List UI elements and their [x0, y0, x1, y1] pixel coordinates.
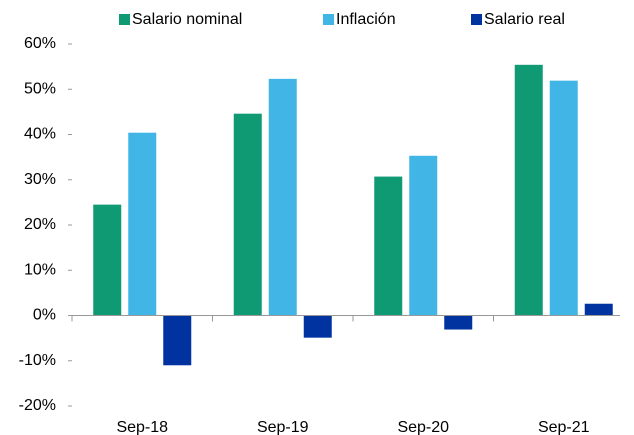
bar [549, 80, 578, 316]
legend-swatch [471, 14, 482, 25]
y-tick-label: 10% [24, 261, 56, 278]
bar [128, 132, 157, 316]
legend-label: Inflación [336, 11, 396, 28]
bar [163, 315, 192, 366]
x-tick-label: Sep-19 [257, 419, 309, 435]
y-tick-label: -10% [19, 352, 56, 369]
legend-label: Salario nominal [132, 11, 242, 28]
bar [374, 176, 403, 316]
bar [268, 78, 297, 316]
y-tick-label: 0% [33, 307, 56, 324]
x-tick-label: Sep-20 [397, 419, 449, 435]
y-tick-label: 50% [24, 80, 56, 97]
bar [303, 315, 332, 338]
y-tick-label: -20% [19, 397, 56, 414]
legend-label: Salario real [484, 11, 565, 28]
x-tick-label: Sep-18 [116, 419, 168, 435]
legend-swatch [323, 14, 334, 25]
y-tick-label: 20% [24, 216, 56, 233]
x-tick-label: Sep-21 [538, 419, 590, 435]
bar [93, 204, 122, 316]
y-tick-label: 60% [24, 35, 56, 52]
y-tick-label: 40% [24, 126, 56, 143]
bar [514, 64, 543, 316]
bar [409, 155, 438, 316]
y-tick-label: 30% [24, 171, 56, 188]
bar [444, 315, 473, 330]
legend-swatch [119, 14, 130, 25]
bar [584, 303, 613, 316]
bar [233, 113, 262, 316]
